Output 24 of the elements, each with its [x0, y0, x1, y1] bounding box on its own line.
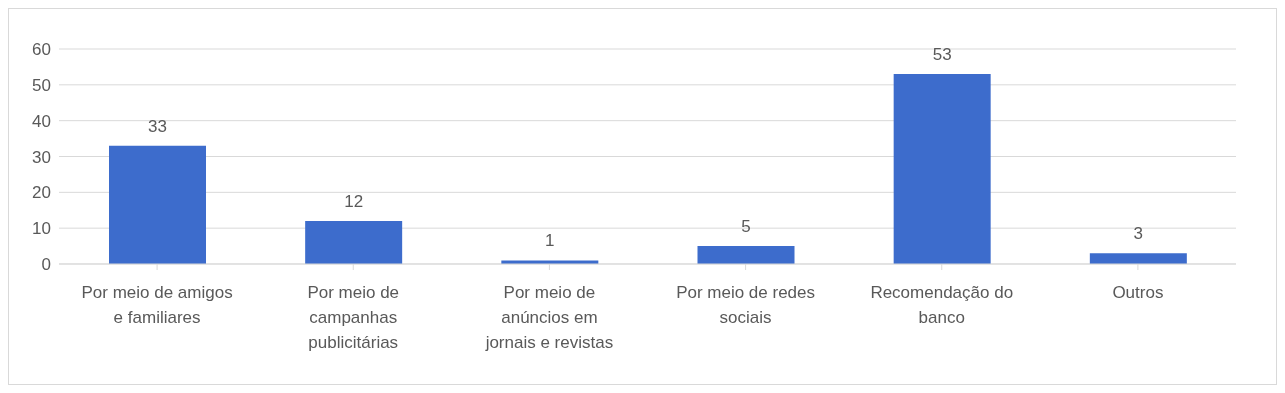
x-tick-label: Por meio de campanhas publicitárias	[307, 283, 400, 352]
bar	[305, 221, 403, 264]
x-tick-label: Por meio de redes sociais	[676, 283, 816, 327]
bar	[893, 74, 991, 264]
y-tick-label: 30	[32, 147, 51, 167]
bar	[109, 145, 206, 264]
data-label: 33	[148, 116, 167, 136]
x-tick-label: Outros	[1112, 283, 1164, 302]
x-tick-label: Recomendação do banco	[870, 283, 1014, 327]
y-tick-label: 20	[32, 183, 51, 203]
y-tick-label: 10	[32, 219, 51, 239]
y-tick-label: 50	[32, 75, 51, 95]
bar	[697, 246, 795, 264]
data-label: 53	[932, 45, 952, 65]
y-tick-label: 0	[41, 255, 51, 275]
x-tick-label: Por meio de amigos e familiares	[81, 283, 233, 327]
data-label: 3	[1133, 224, 1144, 244]
data-label: 1	[545, 231, 555, 251]
data-label: 12	[344, 192, 364, 211]
bar	[1089, 253, 1187, 264]
y-tick-label: 40	[32, 111, 51, 131]
x-tick-label: Por meio de anúncios em jornais e revistas	[484, 283, 614, 352]
data-label: 5	[741, 217, 751, 237]
y-tick-label: 60	[32, 40, 51, 60]
